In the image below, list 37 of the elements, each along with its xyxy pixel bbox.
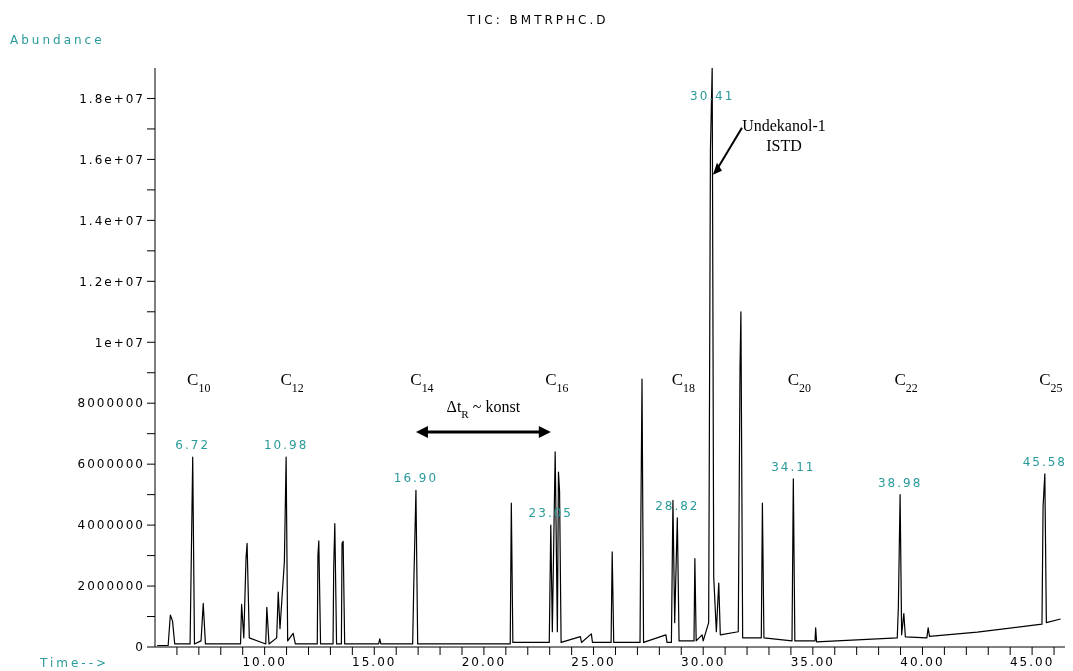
annotation: C$_{18}$ bbox=[671, 370, 695, 395]
annotation: 10.98 bbox=[263, 438, 309, 453]
x-axis-title: Time--> bbox=[39, 656, 110, 670]
annotation: C$_{10}$ bbox=[187, 370, 211, 395]
annotation: C$_{14}$ bbox=[410, 370, 434, 395]
x-tick-label: 10.00 bbox=[242, 654, 287, 669]
annotation: 38.98 bbox=[877, 475, 923, 490]
y-tick-label: 2000000 bbox=[77, 579, 145, 594]
x-tick-label: 35.00 bbox=[790, 654, 836, 669]
annotation: 6.72 bbox=[175, 438, 211, 453]
x-tick-label: 25.00 bbox=[571, 654, 616, 669]
y-tick-label: 1.8e+07 bbox=[79, 91, 145, 106]
annotation: Undekanol-1 ISTD bbox=[742, 116, 826, 154]
y-tick-label: 6000000 bbox=[77, 457, 145, 472]
annotation: C$_{12}$ bbox=[280, 370, 304, 395]
x-tick-label: 15.00 bbox=[352, 654, 397, 669]
annotation: 16.90 bbox=[393, 471, 439, 486]
annotation: Δt$_{R}$ ~ konst bbox=[446, 398, 521, 420]
y-tick-label: 0 bbox=[135, 640, 145, 655]
x-tick-label: 45.00 bbox=[1009, 654, 1055, 669]
y-tick-label: 1.6e+07 bbox=[79, 152, 145, 167]
annotation: C$_{16}$ bbox=[545, 370, 569, 395]
x-tick-label: 40.00 bbox=[900, 654, 945, 669]
x-tick-label: 30.00 bbox=[681, 654, 726, 669]
x-tick-label: 20.00 bbox=[461, 654, 507, 669]
y-tick-label: 1.4e+07 bbox=[79, 213, 145, 228]
annotation: C$_{22}$ bbox=[894, 370, 918, 395]
annotation: 45.58 bbox=[1022, 454, 1068, 469]
y-tick-label: 8000000 bbox=[77, 396, 145, 411]
y-tick-label: 1.2e+07 bbox=[79, 274, 145, 289]
annotation: C$_{25}$ bbox=[1039, 370, 1063, 395]
chart-title: TIC: BMTRPHC.D bbox=[466, 13, 609, 27]
y-tick-label: 1e+07 bbox=[94, 335, 145, 350]
annotation: C$_{20}$ bbox=[787, 370, 811, 395]
y-tick-label: 4000000 bbox=[77, 518, 145, 533]
annotation: 34.11 bbox=[771, 459, 816, 474]
y-axis-title: Abundance bbox=[10, 33, 105, 47]
